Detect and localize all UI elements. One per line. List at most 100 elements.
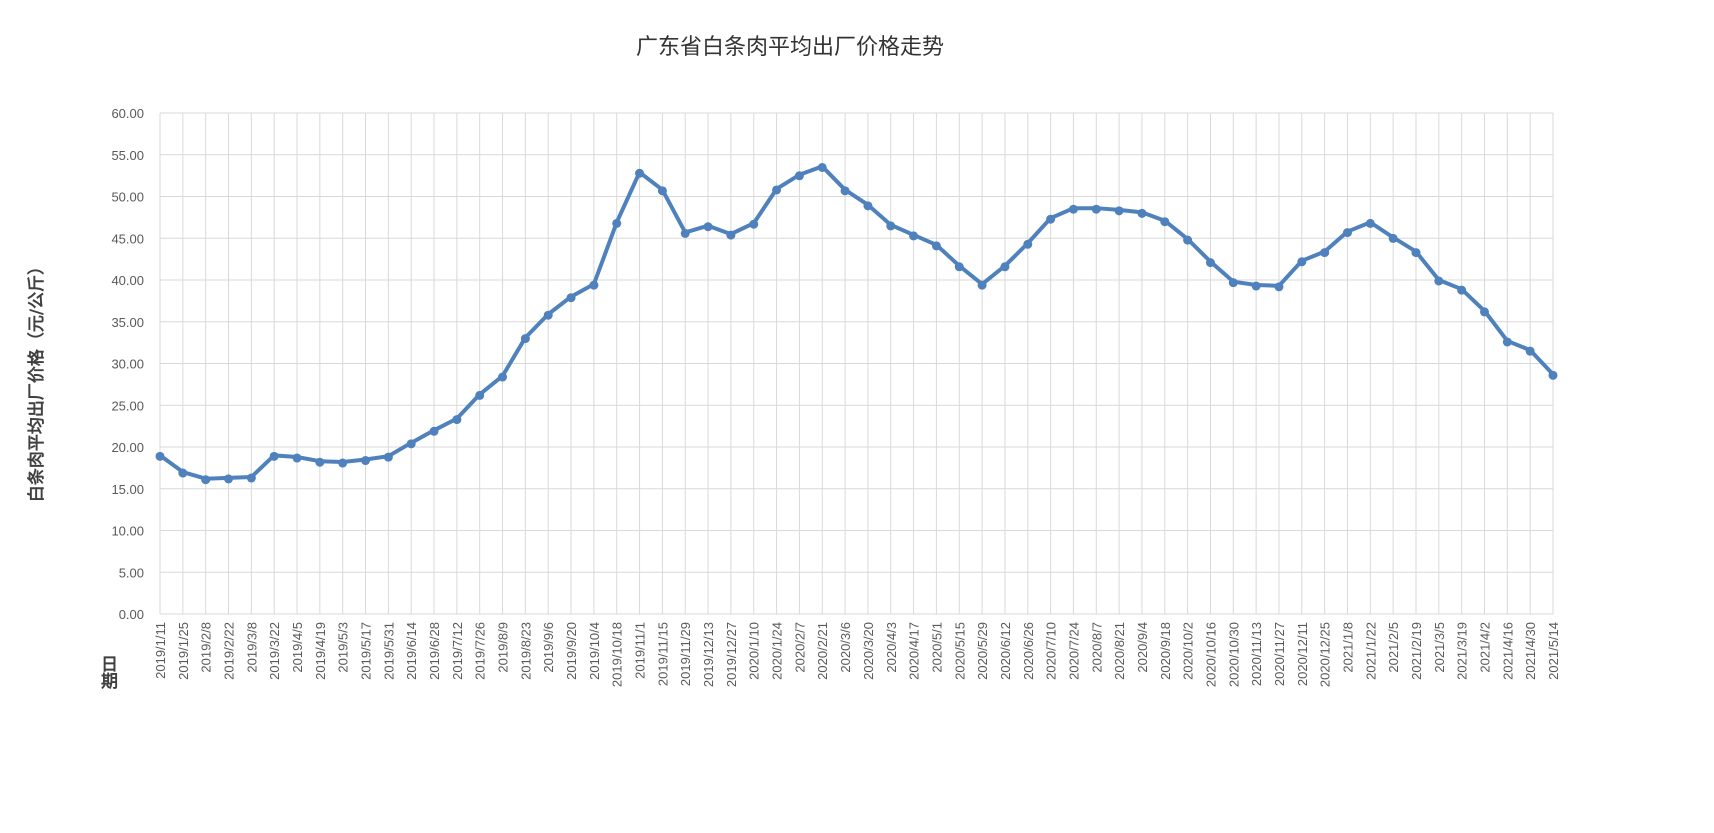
- x-tick-label: 2020/3/20: [861, 622, 876, 680]
- x-tick-label: 2021/3/5: [1432, 622, 1447, 673]
- x-tick-labels: 2019/1/11 2019/1/25 2019/2/8 2019/2/22 2019/…: [153, 622, 1561, 687]
- data-point: [840, 186, 850, 196]
- data-point: [1023, 239, 1033, 249]
- data-point: [1457, 285, 1467, 295]
- data-point: [1434, 276, 1444, 286]
- x-tick-label: 2020/6/26: [1021, 622, 1036, 680]
- x-tick-label: 2019/6/28: [427, 622, 442, 680]
- data-point: [1320, 248, 1330, 258]
- y-tick-label: 60.00: [111, 106, 144, 121]
- x-tick-label: 2019/2/22: [222, 622, 237, 680]
- x-tick-label: 2021/3/19: [1455, 622, 1470, 680]
- x-tick-label: 2020/12/11: [1295, 622, 1310, 686]
- price-series: [155, 162, 1558, 485]
- x-tick-label: 2020/9/18: [1158, 622, 1173, 680]
- data-point: [817, 162, 827, 172]
- x-tick-label: 2019/11/29: [678, 622, 693, 686]
- data-point: [566, 293, 576, 303]
- data-point: [589, 280, 599, 290]
- data-point: [1114, 206, 1124, 216]
- x-tick-label: 2020/10/16: [1203, 622, 1218, 687]
- data-point: [520, 334, 530, 344]
- x-tick-label: 2020/1/10: [747, 622, 762, 680]
- data-point: [338, 458, 348, 468]
- data-point: [269, 451, 279, 461]
- data-point: [292, 453, 302, 463]
- data-point: [543, 310, 553, 320]
- data-point: [1046, 214, 1056, 224]
- x-tick-label: 2019/4/19: [313, 622, 328, 680]
- data-point: [977, 280, 987, 290]
- x-tick-label: 2021/4/16: [1500, 622, 1515, 680]
- x-tick-label: 2019/6/14: [404, 622, 419, 680]
- data-point: [1137, 208, 1147, 218]
- data-point: [1365, 218, 1375, 228]
- x-tick-label: 2019/7/26: [473, 622, 488, 680]
- x-tick-label: 2020/7/24: [1066, 622, 1081, 680]
- x-tick-label: 2019/2/8: [199, 622, 214, 673]
- x-tick-label: 2019/11/15: [655, 622, 670, 686]
- y-axis-title: 白条肉平均出厂价格（元/公斤）: [26, 258, 47, 502]
- data-point: [931, 241, 941, 251]
- data-point: [1205, 258, 1215, 268]
- x-tick-label: 2020/2/21: [815, 622, 830, 680]
- x-tick-label: 2019/8/9: [496, 622, 511, 673]
- gridlines: [159, 112, 1554, 615]
- x-tick-label: 2019/7/12: [450, 622, 465, 680]
- data-point: [1297, 257, 1307, 267]
- x-tick-label: 2021/4/30: [1523, 622, 1538, 680]
- data-point: [452, 415, 462, 425]
- y-tick-label: 55.00: [111, 148, 144, 163]
- y-tick-label: 0.00: [119, 607, 144, 622]
- data-point: [612, 218, 622, 228]
- x-tick-label: 2020/9/4: [1135, 622, 1150, 673]
- x-tick-label: 2021/1/8: [1340, 622, 1355, 673]
- data-point: [657, 186, 667, 196]
- x-tick-label: 2021/5/14: [1546, 622, 1561, 680]
- x-axis-title: 日期: [97, 655, 118, 690]
- data-point: [383, 452, 393, 462]
- data-point: [1228, 278, 1238, 288]
- x-tick-label: 2019/8/23: [518, 622, 533, 680]
- price-line: [158, 164, 1555, 481]
- x-tick-label: 2020/8/7: [1089, 622, 1104, 673]
- x-tick-label: 2019/9/6: [541, 622, 556, 673]
- x-tick-label: 2019/10/18: [610, 622, 625, 687]
- x-tick-label: 2019/1/25: [176, 622, 191, 680]
- x-tick-label: 2019/10/4: [587, 622, 602, 680]
- y-tick-labels: 0.00 5.00 10.00 15.00 20.00 25.00 30.00 35.00 40…: [111, 106, 144, 622]
- x-tick-label: 2019/5/31: [381, 622, 396, 680]
- x-tick-label: 2021/1/22: [1363, 622, 1378, 680]
- x-tick-label: 2020/1/24: [770, 622, 785, 680]
- data-point: [315, 457, 325, 467]
- data-point: [361, 456, 371, 466]
- x-tick-label: 2021/4/2: [1477, 622, 1492, 673]
- chart-title: 广东省白条肉平均出厂价格走势: [636, 35, 944, 60]
- x-tick-label: 2019/11/1: [633, 622, 648, 679]
- data-point: [863, 201, 873, 211]
- data-point: [1411, 248, 1421, 258]
- x-tick-label: 2019/12/13: [701, 622, 716, 687]
- x-tick-label: 2021/2/19: [1409, 622, 1424, 680]
- x-tick-label: 2019/12/27: [724, 622, 739, 687]
- x-tick-label: 2020/5/29: [975, 622, 990, 680]
- x-tick-label: 2019/9/20: [564, 622, 579, 680]
- x-tick-label: 2020/3/6: [838, 622, 853, 673]
- data-point: [1068, 204, 1078, 214]
- data-point: [1160, 217, 1170, 227]
- data-point: [406, 439, 416, 449]
- x-tick-label: 2020/5/15: [952, 622, 967, 680]
- x-tick-label: 2019/5/17: [359, 622, 374, 680]
- data-point: [954, 262, 964, 272]
- y-tick-label: 45.00: [111, 231, 144, 246]
- x-tick-label: 2020/6/12: [998, 622, 1013, 680]
- data-point: [703, 222, 713, 232]
- data-point: [680, 228, 690, 238]
- data-point: [1388, 233, 1398, 243]
- data-point: [155, 451, 165, 461]
- y-tick-label: 15.00: [111, 482, 144, 497]
- x-tick-label: 2020/4/17: [907, 622, 922, 680]
- y-tick-label: 35.00: [111, 315, 144, 330]
- data-point: [201, 475, 211, 485]
- x-tick-label: 2019/4/5: [290, 622, 305, 673]
